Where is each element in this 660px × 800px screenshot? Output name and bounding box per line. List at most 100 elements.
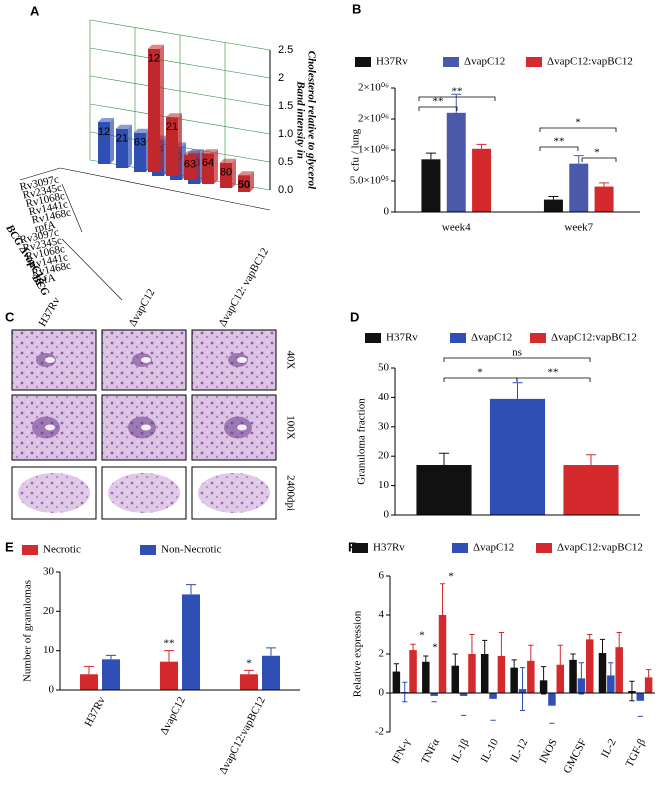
bracket bbox=[539, 127, 617, 132]
bar bbox=[101, 659, 121, 690]
bar-label: 64 bbox=[202, 157, 214, 169]
annotation: ** bbox=[452, 86, 463, 98]
row-label: 100X bbox=[284, 415, 296, 440]
x-tick-label: IL-10 bbox=[479, 737, 502, 765]
error-bar bbox=[570, 653, 576, 667]
legend-swatch bbox=[530, 333, 546, 343]
bar bbox=[451, 665, 460, 693]
column-label: ΔvapC12 bbox=[126, 287, 157, 329]
bar bbox=[636, 693, 645, 701]
x-tick-label: IL-1β bbox=[449, 737, 472, 765]
legend-label: H37Rv bbox=[386, 332, 418, 344]
y-tick-label: 30 bbox=[43, 566, 55, 578]
category-label: rpfA bbox=[34, 272, 57, 288]
bar bbox=[615, 647, 623, 693]
bar bbox=[79, 674, 99, 690]
bracket bbox=[516, 377, 591, 382]
y-tick-label: 20 bbox=[43, 605, 55, 617]
bar bbox=[489, 693, 497, 699]
bar-label: 80 bbox=[220, 167, 232, 179]
bar bbox=[148, 48, 160, 172]
column-label: H37Rv bbox=[36, 295, 63, 329]
bar bbox=[416, 465, 472, 515]
bar bbox=[569, 163, 589, 212]
bar bbox=[446, 112, 466, 212]
bracket bbox=[418, 106, 458, 111]
error-bar bbox=[608, 662, 614, 689]
y-tick-label: 50 bbox=[378, 362, 390, 374]
y-tick-label: 0.5 bbox=[278, 156, 293, 168]
y-tick-label: 2 bbox=[379, 648, 385, 660]
bar-side bbox=[214, 149, 218, 184]
bar bbox=[134, 132, 146, 172]
bar bbox=[459, 693, 468, 696]
legend-swatch bbox=[22, 545, 38, 555]
tissue bbox=[198, 473, 270, 513]
bar-top bbox=[184, 150, 200, 155]
row-label: 40X bbox=[284, 351, 296, 370]
error-bar bbox=[244, 669, 254, 675]
bar bbox=[421, 159, 441, 212]
error-bar bbox=[423, 655, 429, 669]
bar-top bbox=[134, 128, 150, 133]
lumen bbox=[237, 357, 247, 363]
legend-swatch bbox=[450, 333, 466, 343]
bar bbox=[181, 594, 201, 690]
legend-label: H37Rv bbox=[376, 56, 408, 68]
y-tick-label: 40 bbox=[378, 391, 390, 403]
error-bar bbox=[548, 196, 559, 200]
row-label: 2400dpi bbox=[284, 475, 296, 511]
legend-swatch bbox=[355, 57, 371, 67]
bar bbox=[202, 153, 214, 184]
panel-label: A bbox=[30, 3, 40, 18]
bar bbox=[598, 653, 607, 693]
annotation: * bbox=[575, 117, 581, 129]
error-bar bbox=[599, 182, 610, 187]
error-bar bbox=[476, 143, 487, 149]
annotation: * bbox=[419, 630, 425, 642]
error-bar bbox=[266, 647, 276, 656]
column-label: ΔvapC12: vapBC12 bbox=[216, 246, 271, 329]
x-tick-label: TNFα bbox=[419, 737, 442, 766]
error-bar bbox=[164, 650, 174, 662]
bar bbox=[548, 693, 556, 706]
bar bbox=[585, 639, 594, 693]
bar-label: 63 bbox=[134, 137, 146, 149]
legend-label: ΔvapC12 bbox=[471, 332, 512, 344]
annotation: * bbox=[246, 658, 252, 670]
error-bar bbox=[586, 454, 596, 466]
error-bar bbox=[528, 644, 534, 677]
error-bar bbox=[402, 681, 408, 703]
legend-label: Non-Necrotic bbox=[161, 544, 222, 556]
x-tick-label: ΔvapC12:vapBC12 bbox=[217, 695, 268, 776]
y-tick-label: 0.0 bbox=[278, 184, 293, 196]
annotation: ** bbox=[433, 96, 444, 108]
category-label: rpfA bbox=[34, 219, 57, 235]
bracket bbox=[443, 377, 518, 382]
bar bbox=[409, 650, 417, 693]
bar-top bbox=[98, 118, 114, 122]
x-tick-label: week4 bbox=[442, 222, 471, 234]
y-tick-label: -2 bbox=[375, 726, 384, 738]
legend-swatch bbox=[536, 543, 552, 553]
bar bbox=[238, 175, 250, 192]
y-tick-label: 30 bbox=[378, 420, 390, 432]
x-tick-label: week7 bbox=[564, 222, 593, 234]
y-tick-label: 4 bbox=[379, 609, 385, 621]
y-tick-label: 20 bbox=[378, 450, 390, 462]
bar bbox=[166, 117, 178, 176]
bar-side bbox=[128, 124, 132, 168]
error-bar bbox=[84, 665, 94, 675]
bar bbox=[480, 654, 489, 693]
error-bar bbox=[106, 654, 116, 660]
bar bbox=[510, 667, 518, 693]
annotation: * bbox=[477, 367, 483, 379]
y-tick-label: 0 bbox=[379, 687, 385, 699]
legend-swatch bbox=[352, 543, 368, 553]
y-tick-label: 2.5 bbox=[278, 44, 293, 56]
legend-label: ΔvapC12 bbox=[464, 56, 505, 68]
y-axis-title: Relative expression bbox=[352, 610, 364, 697]
x-tick-label: IFN-γ bbox=[390, 737, 413, 766]
bracket bbox=[539, 146, 579, 151]
